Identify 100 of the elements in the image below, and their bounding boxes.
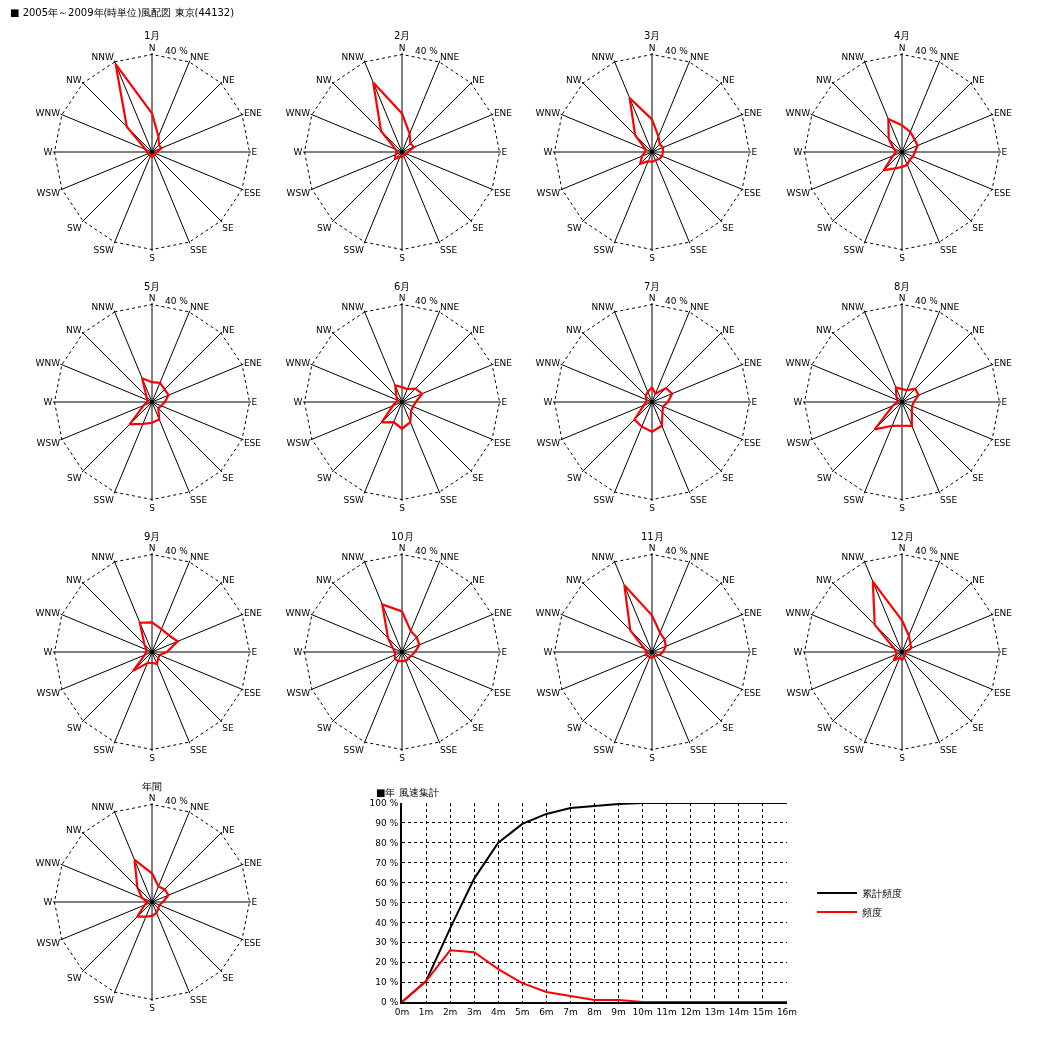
spoke-label: SSE bbox=[190, 245, 208, 256]
spoke-label: WSW bbox=[286, 438, 311, 449]
x-tick-label: 10m bbox=[632, 1006, 653, 1017]
x-tick-label: 12m bbox=[680, 1006, 701, 1017]
spoke-label: N bbox=[398, 542, 406, 553]
spoke-label: N bbox=[898, 42, 906, 53]
spoke-label: NNW bbox=[591, 551, 615, 562]
spoke-label: SSW bbox=[343, 745, 365, 756]
text: 40 % bbox=[415, 296, 439, 306]
y-tick-label: 60 % bbox=[375, 877, 399, 888]
spoke-label: WSW bbox=[536, 188, 561, 199]
spoke-label: W bbox=[793, 647, 803, 658]
spoke-label: NW bbox=[816, 324, 832, 335]
spoke-label: SW bbox=[67, 222, 82, 233]
spoke-label: S bbox=[649, 752, 656, 763]
spoke-label: WSW bbox=[36, 438, 61, 449]
x-tick-label: 13m bbox=[704, 1006, 725, 1017]
y-tick-label: 10 % bbox=[375, 977, 399, 988]
spoke-label: E bbox=[751, 397, 758, 408]
spoke-label: ENE bbox=[743, 108, 763, 119]
spoke-label: ENE bbox=[743, 608, 763, 619]
spoke-label: E bbox=[251, 647, 258, 658]
spoke-label: ESE bbox=[993, 188, 1012, 199]
spoke-label: W bbox=[793, 147, 803, 158]
spoke-label: SE bbox=[472, 722, 485, 733]
spoke-label: W bbox=[293, 147, 303, 158]
spoke-label: ESE bbox=[743, 438, 762, 449]
spoke-label: SSW bbox=[593, 245, 615, 256]
spoke-label: SSE bbox=[440, 495, 458, 506]
spoke-label: ESE bbox=[493, 438, 512, 449]
spoke-label: NE bbox=[472, 74, 486, 85]
spoke-label: ENE bbox=[993, 608, 1013, 619]
spoke-label: S bbox=[649, 502, 656, 513]
spoke-label: SW bbox=[817, 472, 832, 483]
x-tick-label: 6m bbox=[539, 1006, 554, 1017]
spoke-label: W bbox=[293, 647, 303, 658]
spoke-label: E bbox=[1001, 647, 1008, 658]
spoke-label: N bbox=[398, 42, 406, 53]
spoke-label: ESE bbox=[493, 688, 512, 699]
chart-title: 12月 bbox=[891, 531, 914, 542]
spoke-label: NNW bbox=[341, 51, 365, 62]
y-tick-label: 90 % bbox=[375, 818, 399, 829]
spoke-label: S bbox=[149, 1002, 156, 1013]
spoke-label: NNW bbox=[91, 801, 115, 812]
spoke-label: WNW bbox=[285, 358, 311, 369]
spoke-label: E bbox=[751, 147, 758, 158]
text: 40 % bbox=[665, 546, 689, 556]
spoke-label: WSW bbox=[286, 688, 311, 699]
spoke-label: W bbox=[293, 397, 303, 408]
spoke-label: S bbox=[149, 252, 156, 263]
spoke-label: NNW bbox=[341, 551, 365, 562]
text: 40 % bbox=[665, 46, 689, 56]
spoke-label: SE bbox=[472, 472, 485, 483]
spoke-label: SSW bbox=[843, 245, 865, 256]
chart-title: 5月 bbox=[144, 281, 161, 292]
spoke-label: SSW bbox=[843, 745, 865, 756]
spoke-label: NNE bbox=[940, 301, 960, 312]
x-tick-label: 7m bbox=[563, 1006, 578, 1017]
spoke-label: SSE bbox=[940, 245, 958, 256]
spoke-label: N bbox=[898, 542, 906, 553]
spoke-label: SE bbox=[722, 472, 735, 483]
spoke-label: S bbox=[399, 252, 406, 263]
x-tick-label: 14m bbox=[728, 1006, 749, 1017]
spoke-label: NW bbox=[66, 824, 82, 835]
spoke-label: SE bbox=[222, 972, 235, 983]
spoke-label: WNW bbox=[35, 858, 61, 869]
y-tick-label: 50 % bbox=[375, 897, 399, 908]
text: 40 % bbox=[415, 546, 439, 556]
spoke-label: SSW bbox=[93, 245, 115, 256]
spoke-label: E bbox=[1001, 397, 1008, 408]
spoke-label: N bbox=[648, 42, 656, 53]
chart-title: 2月 bbox=[394, 30, 411, 41]
text: 40 % bbox=[165, 296, 189, 306]
spoke-label: NNE bbox=[190, 801, 210, 812]
spoke-label: NNW bbox=[841, 51, 865, 62]
x-tick-label: 11m bbox=[656, 1006, 677, 1017]
x-tick-label: 2m bbox=[442, 1006, 458, 1017]
spoke-label: ENE bbox=[743, 358, 763, 369]
chart-title: 9月 bbox=[144, 531, 161, 542]
spoke-label: SSE bbox=[440, 245, 458, 256]
x-tick-label: 1m bbox=[418, 1006, 434, 1017]
text: 40 % bbox=[665, 296, 689, 306]
spoke-label: NNW bbox=[91, 51, 115, 62]
spoke-label: SSE bbox=[690, 495, 708, 506]
spoke-label: S bbox=[149, 752, 156, 763]
spoke-label: NNE bbox=[940, 551, 960, 562]
x-tick-label: 3m bbox=[466, 1006, 482, 1017]
spoke-label: N bbox=[898, 292, 906, 303]
spoke-label: SW bbox=[317, 222, 332, 233]
spoke-label: NE bbox=[972, 324, 986, 335]
spoke-label: NW bbox=[316, 74, 332, 85]
spoke-label: ESE bbox=[743, 188, 762, 199]
spoke-label: WSW bbox=[36, 938, 61, 949]
spoke-label: SW bbox=[317, 722, 332, 733]
spoke-label: SE bbox=[222, 472, 235, 483]
spoke-label: NW bbox=[816, 74, 832, 85]
spoke-label: SE bbox=[972, 722, 985, 733]
spoke-label: S bbox=[399, 502, 406, 513]
spoke-label: ESE bbox=[243, 438, 262, 449]
spoke-label: NNE bbox=[940, 51, 960, 62]
